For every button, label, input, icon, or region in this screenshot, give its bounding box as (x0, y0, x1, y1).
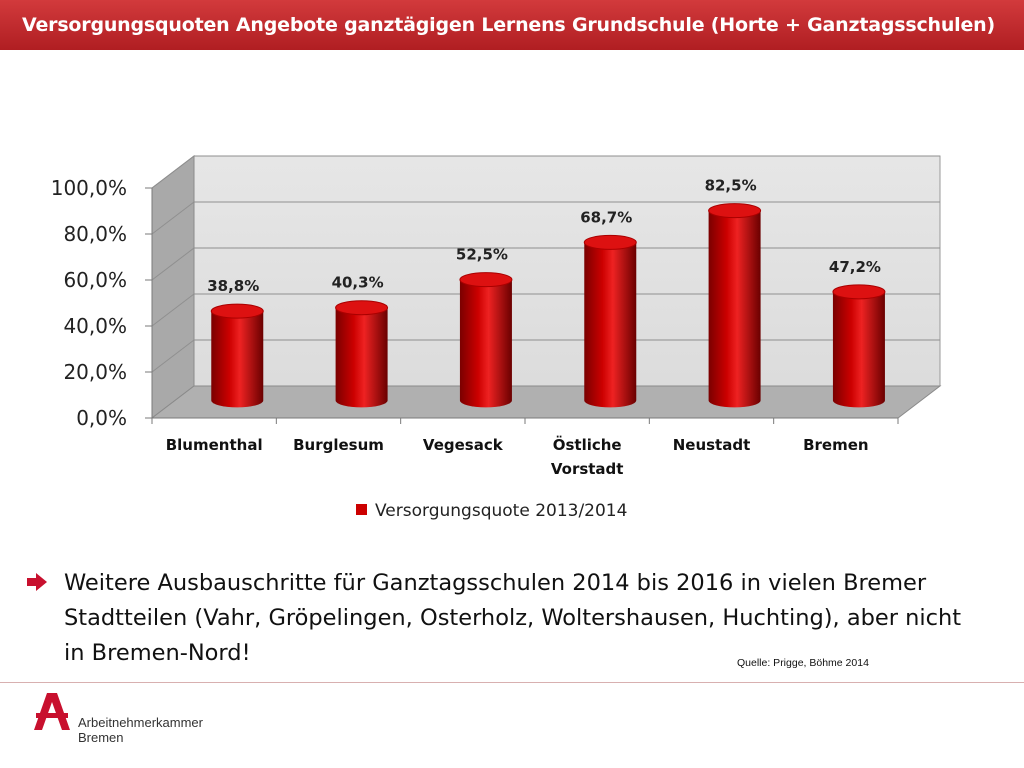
data-label-2: 40,3% (332, 274, 384, 292)
bar-top-1 (210, 303, 264, 319)
legend-swatch (356, 504, 367, 515)
bar-top-4 (583, 234, 637, 250)
bullet-text: Weitere Ausbauschritte für Ganztagsschul… (64, 570, 962, 666)
footer-divider (0, 682, 1024, 683)
bar-chart: 0,0% 20,0% 40,0% 60,0% 80,0% 100,0% 38,8% 40,3%… (51, 154, 942, 521)
gridline-side (151, 293, 195, 327)
bar-5 (708, 210, 761, 408)
y-tick-label: 40,0% (63, 314, 127, 338)
data-label-4: 68,7% (580, 208, 632, 226)
x-category-label: Bremen (803, 436, 869, 454)
data-label-3: 52,5% (456, 246, 508, 264)
x-category-label: Vegesack (423, 436, 504, 454)
source-note: Quelle: Prigge, Böhme 2014 (737, 657, 869, 669)
y-tick-label: 60,0% (63, 268, 127, 292)
gridline-side (151, 339, 195, 373)
bar-1 (211, 311, 264, 408)
gridline-side (151, 201, 195, 235)
y-tick-label: 100,0% (51, 176, 127, 200)
arrow-bullet-icon (27, 573, 47, 591)
gridline-side (151, 247, 195, 281)
bar-top-5 (708, 203, 762, 219)
x-category-label: Neustadt (673, 436, 751, 454)
bar-top-3 (459, 272, 513, 288)
x-category-label: Vorstadt (551, 460, 624, 478)
arbeitnehmerkammer-logo-icon (34, 693, 70, 730)
x-category-label: Östliche (553, 435, 622, 454)
data-label-6: 47,2% (829, 258, 881, 276)
y-tick-label: 0,0% (76, 406, 127, 430)
data-label-1: 38,8% (207, 277, 259, 295)
logo-line-1: Arbeitnehmerkammer (78, 715, 203, 730)
logo-line-2: Bremen (78, 730, 124, 745)
bar-top-6 (832, 284, 886, 300)
x-category-label: Blumenthal (166, 436, 263, 454)
legend-label: Versorgungsquote 2013/2014 (375, 501, 627, 521)
x-category-label: Burglesum (293, 436, 384, 454)
y-tick-label: 80,0% (63, 222, 127, 246)
bar-top-2 (335, 300, 389, 316)
chart-side-wall (151, 154, 195, 420)
title-bar: Versorgungsquoten Angebote ganztägigen L… (0, 0, 1024, 50)
bar-2 (335, 307, 388, 408)
bullet-item: Weitere Ausbauschritte für Ganztagsschul… (26, 566, 976, 671)
logo-text: Arbeitnehmerkammer Bremen (78, 715, 203, 745)
bar-3 (459, 279, 512, 408)
data-label-5: 82,5% (705, 177, 757, 195)
bar-4 (584, 242, 637, 408)
chart-floor (150, 385, 942, 419)
bar-6 (832, 291, 885, 408)
y-tick-label: 20,0% (63, 360, 127, 384)
page-title: Versorgungsquoten Angebote ganztägigen L… (22, 14, 995, 36)
chart-container: 0,0% 20,0% 40,0% 60,0% 80,0% 100,0% 38,8% 40,3%… (0, 50, 1024, 540)
gridline-side (151, 155, 195, 189)
